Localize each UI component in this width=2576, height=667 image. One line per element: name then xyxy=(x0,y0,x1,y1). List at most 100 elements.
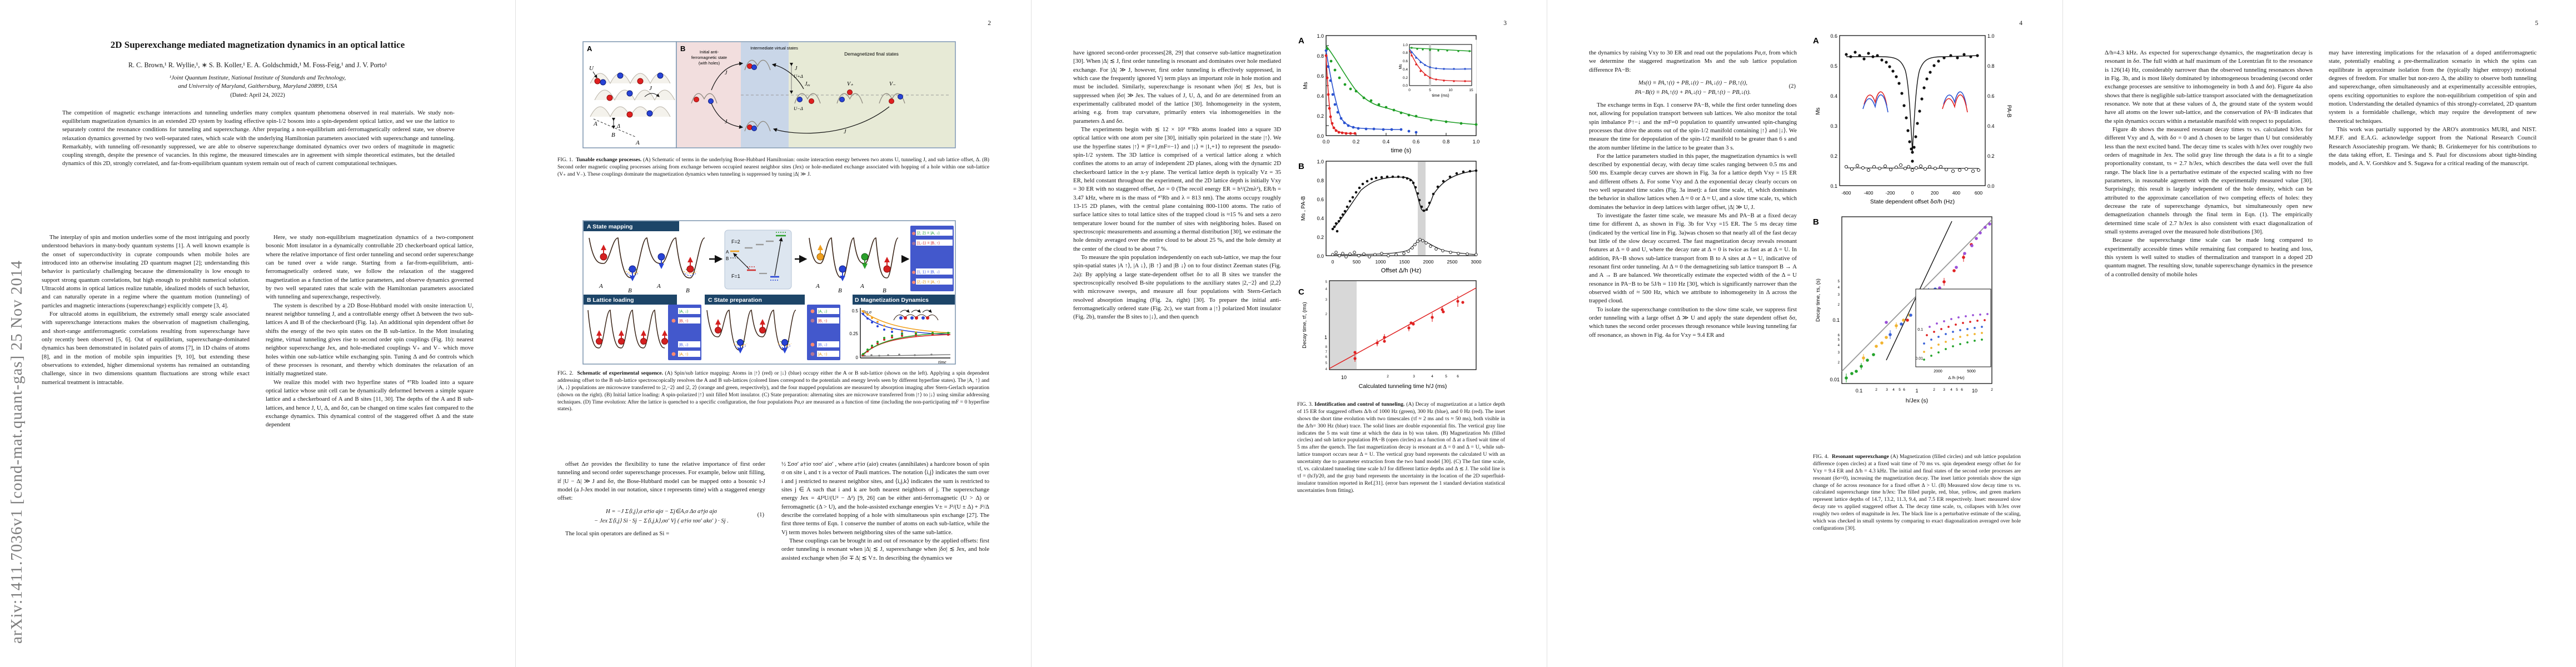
fig2-a-label-A3: A xyxy=(815,283,820,290)
svg-text:1.0: 1.0 xyxy=(1317,33,1324,39)
fig4-a-xlabel: State dependent offset δσ/h (Hz) xyxy=(1870,198,1955,205)
svg-text:5: 5 xyxy=(1838,280,1840,283)
svg-text:0.1: 0.1 xyxy=(1832,317,1840,323)
fig2-header-a: A State mapping xyxy=(587,223,632,230)
fig1-panel-a: A U J xyxy=(582,41,677,148)
svg-text:0.6: 0.6 xyxy=(1317,73,1324,79)
paragraph: ½ Σσσ′ a†iσ τσσ′ aiσ′ , where a†iσ (aiσ)… xyxy=(781,461,989,536)
fig1-label-U-minus-delta: U−Δ xyxy=(794,106,803,111)
svg-text:5: 5 xyxy=(1326,281,1328,284)
svg-text:2: 2 xyxy=(1838,303,1840,307)
paragraph: To measure the spin population independe… xyxy=(1073,253,1281,321)
fig2-level-F1: F=1 xyxy=(731,273,740,279)
svg-text:10: 10 xyxy=(1448,88,1453,92)
page-1: arXiv:1411.7036v1 [cond-mat.quant-gas] 2… xyxy=(0,0,515,667)
svg-text:1000: 1000 xyxy=(1376,259,1386,265)
svg-text:0.4: 0.4 xyxy=(1987,123,1995,129)
svg-text:3: 3 xyxy=(1943,388,1945,392)
fig4-inset-yticks: 0.1 0.01 xyxy=(1915,328,1923,361)
page1-column-left: The interplay of spin and motion underli… xyxy=(42,233,250,387)
page3-column-left: have ignored second-order processes[28, … xyxy=(1073,49,1281,322)
fig3-c-gray-band xyxy=(1330,281,1357,369)
fig2-d-ytick-05: 0.5 xyxy=(852,308,859,313)
svg-text:600: 600 xyxy=(1975,190,1982,196)
paragraph: This work was partially supported by the… xyxy=(2329,126,2537,167)
svg-text:1.0: 1.0 xyxy=(1473,139,1480,145)
svg-text:|1, 1⟩ = |B, ↓⟩: |1, 1⟩ = |B, ↓⟩ xyxy=(917,270,940,275)
svg-text:1: 1 xyxy=(1915,388,1918,394)
svg-text:|A, ↑⟩: |A, ↑⟩ xyxy=(818,352,828,357)
fig1-label-J: J xyxy=(649,85,652,92)
svg-text:5: 5 xyxy=(1956,388,1958,392)
fig2-panel-d: D Magnetization Dynamics 0.5 0.25 0 Pα,σ xyxy=(849,295,955,365)
svg-text:4: 4 xyxy=(1838,286,1840,290)
svg-text:1.0: 1.0 xyxy=(1403,43,1408,47)
fig2-c-atoms xyxy=(715,319,788,354)
svg-text:7: 7 xyxy=(1326,351,1328,354)
svg-text:0.5: 0.5 xyxy=(1830,63,1837,69)
svg-text:0.2: 0.2 xyxy=(1403,76,1408,80)
fig3-c-xtick-major: 10 xyxy=(1341,375,1347,380)
svg-text:0.1: 0.1 xyxy=(1830,183,1837,189)
fig3-a-inset: 1.0 0.8 0.6 0.4 0.2 0.0 0 5 10 15 Ms time (ms) xyxy=(1396,39,1477,98)
fig4-b-yellow-points xyxy=(1862,313,1911,360)
paragraph: To isolate the superexchange contributio… xyxy=(1589,306,1797,339)
equation-2-number: (2) xyxy=(1788,83,1796,89)
page2-column-left: offset Δσ provides the flexibility to tu… xyxy=(557,460,765,538)
fig4-b-green-points xyxy=(1845,353,1875,380)
figure-3: A 1.00.80.60.40.20.0 0.0 0.2 0.4 0.6 0.8 1.0 … xyxy=(1298,33,1482,390)
paragraph: The experiments begin with ≲ 12 × 10³ ⁸⁷… xyxy=(1073,126,1281,252)
fig1-J-arrow-2: J xyxy=(725,119,728,125)
svg-text:10: 10 xyxy=(1341,375,1347,380)
fig4-a-yticksR: 1.0 0.8 0.6 0.4 0.2 0.0 xyxy=(1987,33,1995,189)
fig2-level-F2: F=2 xyxy=(731,239,740,245)
fig3-b-gray-band xyxy=(1418,162,1426,255)
fig2-a-label-B2: B xyxy=(686,287,690,294)
svg-text:2000: 2000 xyxy=(1423,259,1434,265)
fig1-J-arrow-1: J xyxy=(725,70,728,76)
svg-text:2: 2 xyxy=(1933,388,1935,392)
svg-text:8: 8 xyxy=(1326,346,1328,349)
fig4-a-ms-points xyxy=(1845,51,1979,163)
fig4-b-ytick-minor: 5 4 3 2 6 5 4 3 2 xyxy=(1838,280,1840,365)
svg-text:0.0: 0.0 xyxy=(1317,253,1324,259)
fig2-a-atoms xyxy=(600,245,694,281)
paragraph: may have interesting implications for th… xyxy=(2329,49,2537,125)
fig2-d-ytick-0: 0 xyxy=(856,355,859,360)
svg-text:0.1: 0.1 xyxy=(1856,388,1863,394)
fig2-a-label-B3: B xyxy=(838,287,842,294)
svg-text:4: 4 xyxy=(1950,388,1952,392)
fig3-caption: FIG. 3. Identification and control of tu… xyxy=(1297,401,1505,494)
paragraph: For ultracold atoms in equilibrium, the … xyxy=(42,310,250,386)
svg-text:0.0: 0.0 xyxy=(1323,139,1330,145)
svg-text:15: 15 xyxy=(1469,88,1473,92)
paragraph: Δ/h=4.3 kHz. As expected for superexchan… xyxy=(2105,49,2313,125)
svg-text:0.4: 0.4 xyxy=(1403,68,1408,72)
svg-text:0.8: 0.8 xyxy=(1317,53,1324,59)
fig3-a-xticks: 0.0 0.2 0.4 0.6 0.8 1.0 xyxy=(1323,139,1480,145)
figure-2: A State mapping A B A B F=2 xyxy=(582,220,956,365)
fig3-b-yticks: 1.0 0.8 0.6 0.4 0.2 0.0 xyxy=(1317,159,1324,259)
fig2-panel-a: A State mapping A B A B F=2 xyxy=(584,221,954,294)
fig2-a-label-A2: A xyxy=(656,283,661,290)
page-3: 3 have ignored second-order processes[28… xyxy=(1031,0,1547,667)
paragraph: Figure 4b shows the measured resonant de… xyxy=(2105,126,2313,235)
fig3-c-xtick-minor: 2 3 4 5 6 xyxy=(1387,375,1459,379)
fig1-well-atoms xyxy=(694,63,903,131)
figure-1: A U J xyxy=(582,41,956,148)
paragraph: The system is described by a 2D Bose-Hub… xyxy=(266,302,474,377)
svg-text:0: 0 xyxy=(1408,88,1411,92)
svg-text:3: 3 xyxy=(1886,388,1888,392)
fig1-atoms xyxy=(594,72,664,118)
paragraph: These couplings can be brought in and ou… xyxy=(781,537,989,561)
svg-text:500: 500 xyxy=(1353,259,1361,265)
svg-text:2: 2 xyxy=(1875,388,1877,392)
svg-text:0.2: 0.2 xyxy=(1830,153,1837,159)
fig3-inset-xlabel: time (ms) xyxy=(1432,93,1449,98)
fig3-a-xlabel: time (s) xyxy=(1391,147,1412,154)
fig2-panel-c: C State preparation |A, ↓⟩ |B, ↑⟩ |B, ↓⟩ xyxy=(705,295,840,360)
equation-2: Ms(t) ≡ PA,↑(t) + PB,↓(t) − PA,↓(t) − PB… xyxy=(1635,79,1796,96)
equation-1: H = −J Σ⟨i,j⟩,σ a†iσ ajσ − Σj∈A,σ Δσ a†j… xyxy=(594,508,764,524)
